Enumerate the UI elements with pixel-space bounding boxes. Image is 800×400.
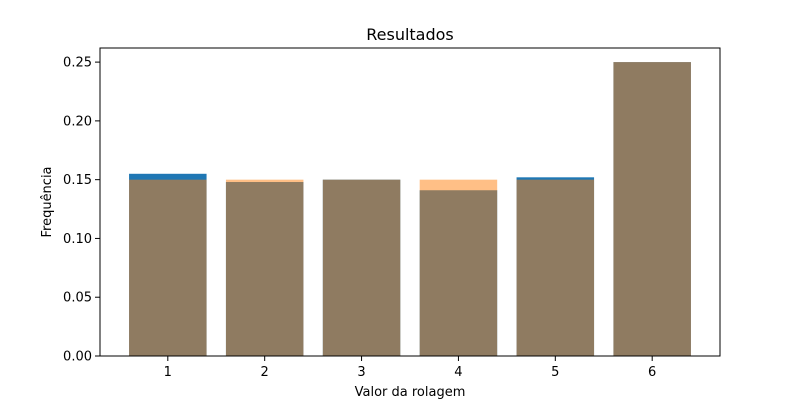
x-tick-label: 1 <box>164 365 172 380</box>
y-tick-label: 0.05 <box>63 291 92 306</box>
bar-series2-2 <box>225 179 304 356</box>
y-tick-label: 0.20 <box>63 114 92 129</box>
x-tick-label: 6 <box>648 365 656 380</box>
bar-series2-3 <box>322 179 401 356</box>
x-tick-label: 3 <box>357 365 365 380</box>
bars-layer <box>129 62 691 356</box>
y-axis-label: Frequência <box>40 166 55 237</box>
bar-series2-1 <box>129 179 207 356</box>
x-tick-label: 2 <box>261 365 269 380</box>
bar-series2-5 <box>516 179 595 356</box>
x-tick-label: 5 <box>551 365 559 380</box>
y-tick-label: 0.25 <box>63 56 92 71</box>
x-axis: 1 2 3 4 5 6 <box>164 356 656 380</box>
plot-frame <box>99 47 721 357</box>
y-axis: 0.00 0.05 0.10 0.15 0.20 0.25 <box>63 56 100 365</box>
x-tick-label: 4 <box>454 365 462 380</box>
chart-title: Resultados <box>366 25 454 44</box>
y-tick-label: 0.15 <box>63 173 92 188</box>
y-tick-label: 0.10 <box>63 232 92 247</box>
x-axis-label: Valor da rolagem <box>355 385 466 400</box>
bar-series2-6 <box>613 62 691 356</box>
y-tick-label: 0.00 <box>63 350 92 365</box>
bar-series2-4 <box>419 179 498 356</box>
